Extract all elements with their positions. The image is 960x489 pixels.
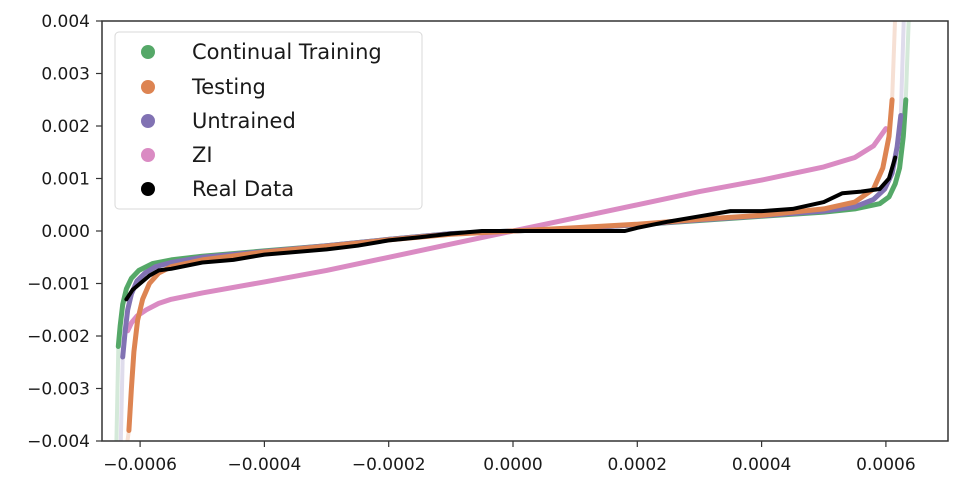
legend-marker-icon: [141, 114, 155, 128]
legend: Continual Training Testing Untrained ZI …: [114, 31, 423, 210]
x-tick-label: −0.0002: [352, 455, 426, 475]
legend-item-real-data: Real Data: [141, 177, 294, 201]
legend-label: Real Data: [192, 177, 294, 201]
y-axis: 0.004 0.003 0.002 0.001 0.000 −0.001 −0.002 −0.…: [27, 12, 102, 452]
series-tail: [890, 21, 898, 100]
x-tick-label: 0.0006: [856, 455, 915, 475]
y-tick-label: 0.004: [41, 12, 90, 32]
x-axis: −0.0006 −0.0004 −0.0002 0.0000 0.0002 0.0004 0…: [103, 441, 916, 475]
series-line-zi: [125, 126, 889, 334]
x-tick-label: 0.0004: [732, 455, 791, 475]
y-tick-label: −0.002: [27, 327, 90, 347]
legend-item-zi: ZI: [141, 143, 213, 167]
y-tick-label: 0.001: [41, 170, 90, 190]
series-tail: [903, 21, 911, 100]
legend-label: Untrained: [192, 109, 296, 133]
x-tick-label: −0.0004: [228, 455, 302, 475]
legend-label: Testing: [191, 75, 266, 99]
y-tick-label: 0.000: [41, 222, 90, 242]
legend-marker-icon: [141, 148, 155, 162]
legend-marker-icon: [141, 182, 155, 196]
y-tick-label: −0.004: [27, 432, 90, 452]
y-tick-label: 0.002: [41, 117, 90, 137]
legend-item-untrained: Untrained: [141, 109, 296, 133]
legend-box: [114, 31, 423, 210]
series-tail: [118, 356, 125, 441]
legend-marker-icon: [141, 45, 155, 59]
series-tail: [898, 21, 906, 116]
series-line-real-data: [124, 155, 898, 302]
x-tick-label: −0.0006: [103, 455, 177, 475]
y-tick-label: −0.003: [27, 380, 90, 400]
legend-item-continual-training: Continual Training: [141, 40, 382, 64]
legend-label: ZI: [192, 143, 213, 167]
legend-marker-icon: [141, 80, 155, 94]
y-tick-label: 0.003: [41, 65, 90, 85]
x-tick-label: 0.0000: [483, 455, 542, 475]
series-tail: [114, 346, 121, 441]
y-tick-label: −0.001: [27, 275, 90, 295]
x-tick-label: 0.0002: [608, 455, 667, 475]
series-layer: [114, 21, 911, 441]
legend-label: Continual Training: [192, 40, 382, 64]
legend-item-testing: Testing: [141, 75, 266, 99]
